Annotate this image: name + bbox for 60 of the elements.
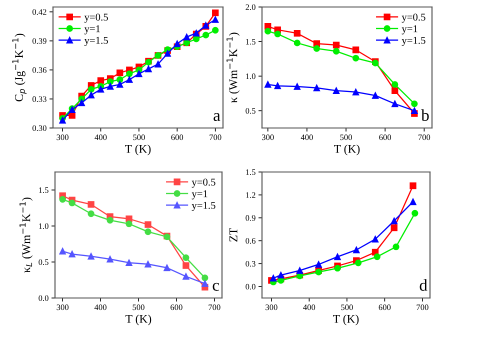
y-tick-label: 1.0 (39, 223, 48, 230)
legend-label: y=1 (84, 25, 100, 34)
x-tick-label: 500 (341, 304, 353, 310)
y-axis-title: κ$_{L}$ (Wm$^{−1}$K$^{−1}$) (20, 198, 33, 273)
annotation: a (214, 113, 220, 121)
x-axis-title: T (K) (126, 314, 152, 326)
x-tick-label: 700 (210, 134, 222, 140)
x-tick-label: 700 (418, 134, 430, 140)
legend-label: y=1 (402, 25, 418, 34)
x-tick-label: 400 (303, 304, 316, 310)
x-tick-label: 600 (171, 134, 184, 140)
y-tick-label: 0.9 (246, 215, 256, 221)
y-tick-label: 2.0 (246, 4, 256, 10)
y-tick-label: 0.0 (38, 295, 48, 302)
x-tick-label: 400 (94, 304, 106, 310)
y-tick-label: 1.5 (39, 187, 48, 194)
x-tick-label: 300 (266, 304, 278, 310)
x-tick-label: 300 (56, 304, 69, 310)
x-tick-label: 300 (56, 134, 68, 140)
x-axis-title: T (K) (334, 144, 360, 156)
y-tick-label: 0.0 (246, 284, 256, 290)
x-tick-label: 600 (379, 134, 392, 140)
y-tick-label: 1.2 (246, 192, 256, 198)
y-axis-title: C$_{p}$ (Jg$^{−1}$K$^{−1}$) (12, 34, 27, 102)
x-axis-title: T (K) (333, 314, 359, 326)
y-axis-title: κ (Wm$^{−1}$K$^{−1}$) (226, 32, 240, 103)
legend-label: y=1.5 (402, 36, 426, 46)
annotation: b (421, 109, 429, 121)
x-tick-label: 500 (133, 134, 145, 140)
legend-label: y=1 (192, 190, 208, 200)
y-tick-label: 0.42 (32, 9, 46, 15)
annotation: c (212, 282, 219, 291)
y-tick-label: 0.5 (246, 108, 256, 114)
y-tick-label: 0.36 (32, 67, 46, 73)
x-tick-label: 600 (170, 304, 182, 310)
y-tick-label: 0.30 (32, 125, 46, 132)
y-tick-label: 0.6 (246, 238, 256, 244)
y-tick-label: 1.5 (246, 38, 256, 45)
y-tick-label: 1.5 (246, 169, 256, 176)
x-tick-label: 400 (300, 134, 313, 140)
x-tick-label: 700 (416, 304, 428, 310)
x-axis-title: T (K) (125, 144, 151, 156)
x-tick-label: 700 (208, 304, 220, 310)
y-tick-label: 0.3 (246, 260, 256, 267)
x-tick-label: 400 (94, 134, 107, 140)
x-tick-label: 300 (262, 134, 274, 140)
legend-label: y=1.5 (192, 202, 216, 212)
x-tick-label: 500 (340, 134, 352, 140)
legend-label: y=0.5 (84, 14, 108, 23)
annotation: d (420, 279, 428, 291)
legend-label: y=1.5 (84, 36, 108, 46)
x-tick-label: 500 (132, 304, 144, 310)
y-axis-title: ZT (230, 228, 238, 242)
y-tick-label: 1.0 (246, 73, 256, 80)
legend-label: y=0.5 (402, 14, 426, 23)
y-tick-label: 0.39 (32, 38, 46, 44)
y-tick-label: 0.33 (32, 96, 46, 102)
x-tick-label: 600 (378, 304, 391, 310)
legend-label: y=0.5 (192, 178, 216, 188)
y-tick-label: 0.5 (38, 259, 48, 266)
